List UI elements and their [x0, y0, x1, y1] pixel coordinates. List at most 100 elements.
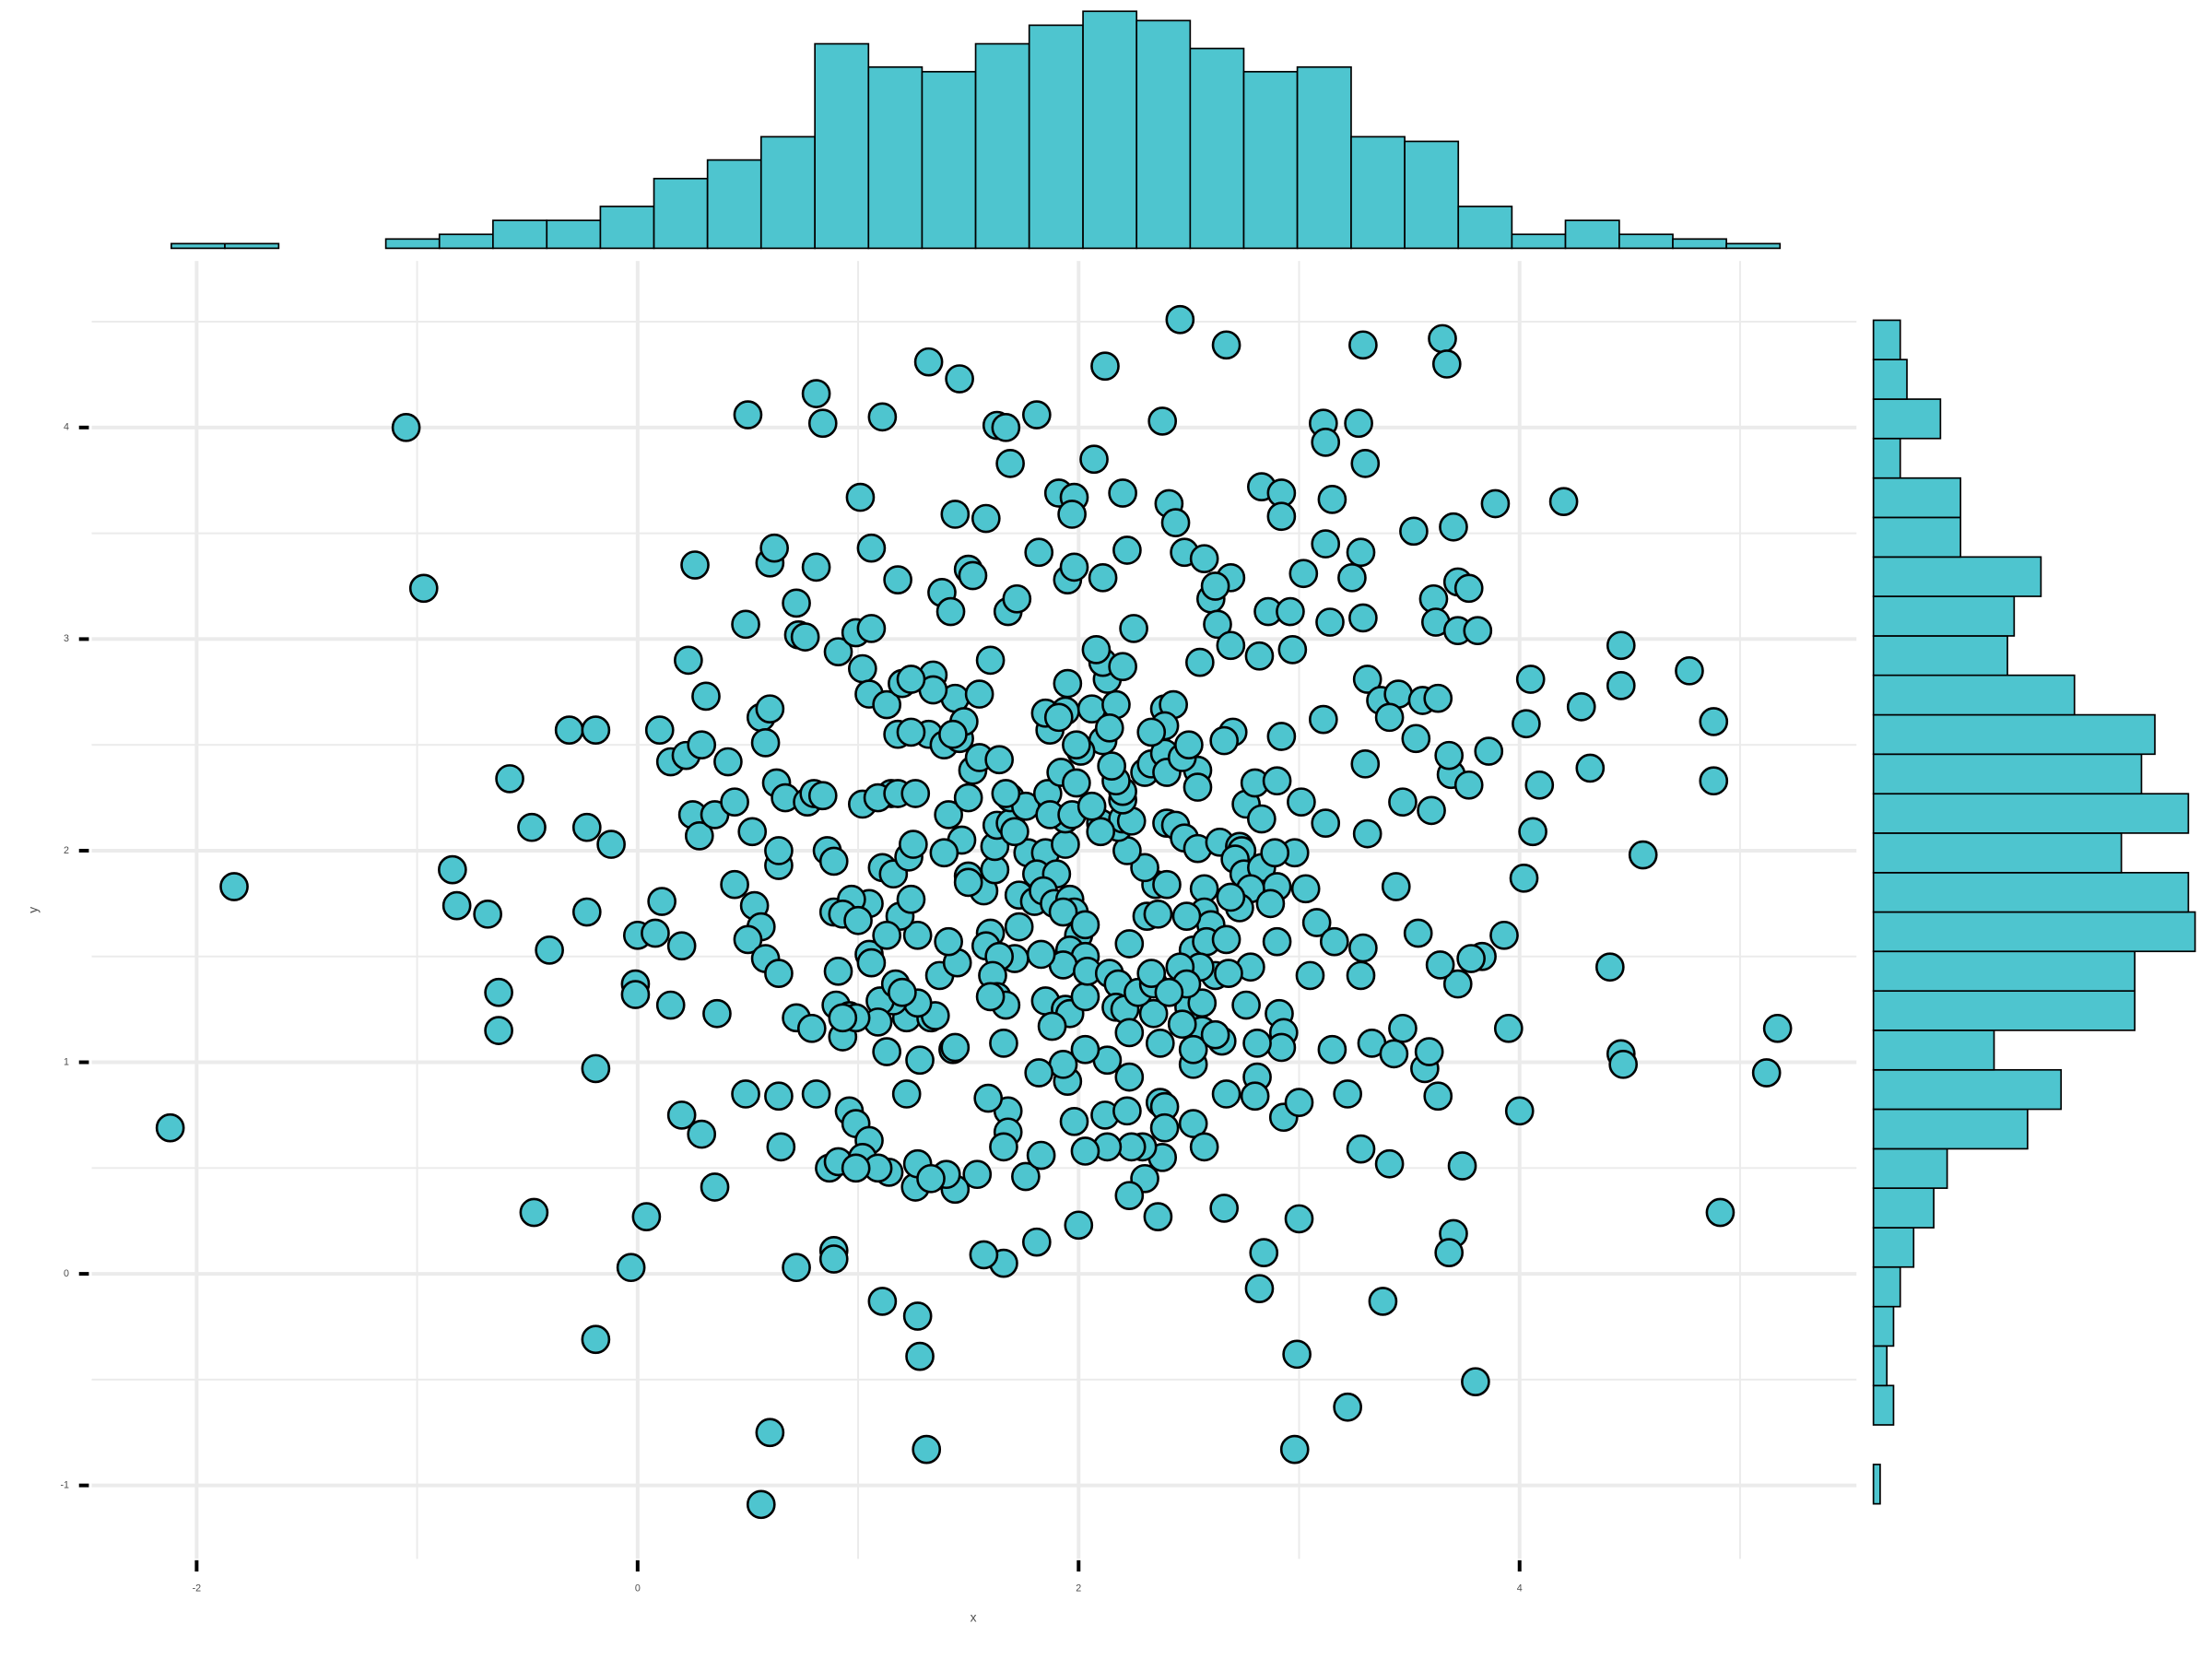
scatter-point — [1112, 535, 1142, 565]
scatter-point — [733, 924, 763, 955]
scatter-point — [1388, 787, 1418, 818]
scatter-point — [1209, 1194, 1240, 1223]
scatter-point — [841, 1153, 871, 1183]
x-histogram-bar — [1618, 233, 1674, 250]
scatter-point — [1290, 874, 1321, 904]
scatter-point — [1442, 969, 1473, 999]
scatter-point — [1493, 1013, 1524, 1043]
scatter-point — [1209, 725, 1240, 756]
x-tick-label: -2 — [193, 1583, 202, 1594]
scatter-point — [1021, 1227, 1052, 1257]
scatter-point — [733, 400, 763, 429]
scatter-point — [899, 830, 928, 859]
scatter-point — [796, 1013, 827, 1043]
scatter-point — [1699, 707, 1729, 736]
scatter-point — [940, 1032, 971, 1063]
x-histogram-bar — [1189, 47, 1245, 250]
scatter-point — [495, 764, 524, 794]
scatter-point — [1070, 910, 1100, 940]
scatter-point — [647, 887, 677, 916]
y-histogram-bar — [1872, 359, 1908, 400]
x-histogram-bar — [921, 70, 977, 250]
scatter-point — [1011, 1161, 1041, 1192]
scatter-point — [1566, 692, 1596, 722]
scatter-point — [1189, 544, 1219, 574]
scatter-point — [764, 836, 794, 865]
scatter-point — [1216, 630, 1246, 661]
scatter-point — [1059, 552, 1089, 582]
y-histogram-bar — [1872, 832, 2123, 874]
scatter-point — [596, 830, 626, 859]
scatter-point — [801, 379, 831, 408]
scatter-point — [1160, 508, 1191, 537]
scatter-point — [953, 867, 983, 898]
scatter-point — [1606, 630, 1636, 661]
scatter-point — [1287, 787, 1316, 818]
scatter-point — [1447, 1151, 1477, 1181]
scatter-point — [934, 800, 963, 830]
scatter-point — [1346, 960, 1376, 991]
grid: -2 0 2 4 -1 0 1 2 3 4 — [60, 261, 1857, 1594]
scatter-point — [872, 689, 901, 720]
y-histogram-bar — [1872, 1345, 1888, 1387]
scatter-point — [766, 1132, 796, 1162]
scatter-point — [1185, 647, 1215, 677]
scatter-point — [1594, 952, 1625, 982]
scatter-point — [1266, 501, 1297, 532]
scatter-point — [1311, 808, 1341, 838]
scatter-point — [1434, 1238, 1465, 1267]
scatter-point — [916, 1163, 946, 1194]
scatter-point — [1575, 753, 1606, 783]
scatter-point — [1628, 840, 1658, 870]
scatter-point — [1374, 702, 1405, 733]
scatter-point — [720, 869, 749, 900]
scatter-point — [1399, 516, 1429, 547]
scatter-point — [902, 1301, 933, 1331]
scatter-point — [1401, 724, 1431, 754]
scatter-point — [1145, 1029, 1175, 1058]
y-tick-label: 3 — [64, 633, 69, 644]
y-tick-label: 2 — [64, 845, 69, 856]
scatter-point — [1240, 1081, 1270, 1112]
scatter-point — [1021, 400, 1052, 429]
y-histogram-bar — [1872, 1265, 1901, 1308]
scatter-point — [1112, 1096, 1142, 1126]
scatter-point — [888, 977, 917, 1007]
scatter-point — [1249, 1238, 1279, 1267]
scatter-point — [1114, 1062, 1145, 1092]
scatter-point — [969, 1240, 999, 1270]
y-histogram-bar — [1872, 319, 1901, 360]
scatter-point — [1136, 717, 1167, 747]
scatter-point — [1512, 709, 1541, 739]
marks — [155, 10, 2196, 1520]
scatter-point — [1333, 1079, 1362, 1109]
x-histogram-bar — [438, 233, 494, 250]
scatter-point — [1518, 817, 1547, 847]
scatter-point — [1211, 924, 1241, 955]
scatter-point — [1070, 982, 1100, 1012]
scatter-point — [1284, 1088, 1314, 1117]
scatter-point — [1037, 1011, 1067, 1041]
scatter-point — [1108, 652, 1137, 682]
scatter-point — [828, 1003, 858, 1033]
scatter-point — [989, 1029, 1018, 1058]
scatter-point — [1211, 1079, 1241, 1109]
x-histogram-bar — [1082, 10, 1138, 250]
scatter-point — [1311, 428, 1341, 457]
scatter-point — [1379, 1039, 1409, 1069]
x-histogram-bar — [867, 65, 924, 250]
scatter-point — [1277, 635, 1308, 665]
scatter-point — [1090, 351, 1120, 382]
scatter-point — [1130, 853, 1159, 883]
x-histogram-bar — [1725, 242, 1782, 250]
y-histogram-bar — [1872, 1305, 1895, 1347]
scatter-point — [1048, 897, 1078, 927]
scatter-point — [644, 715, 675, 745]
y-histogram-bar — [1872, 437, 1901, 479]
scatter-point — [1086, 817, 1116, 847]
y-histogram-bar — [1872, 1187, 1935, 1229]
scatter-point — [535, 935, 564, 965]
scatter-point — [1165, 304, 1195, 335]
scatter-point — [1337, 562, 1367, 593]
scatter-point — [801, 1079, 831, 1109]
